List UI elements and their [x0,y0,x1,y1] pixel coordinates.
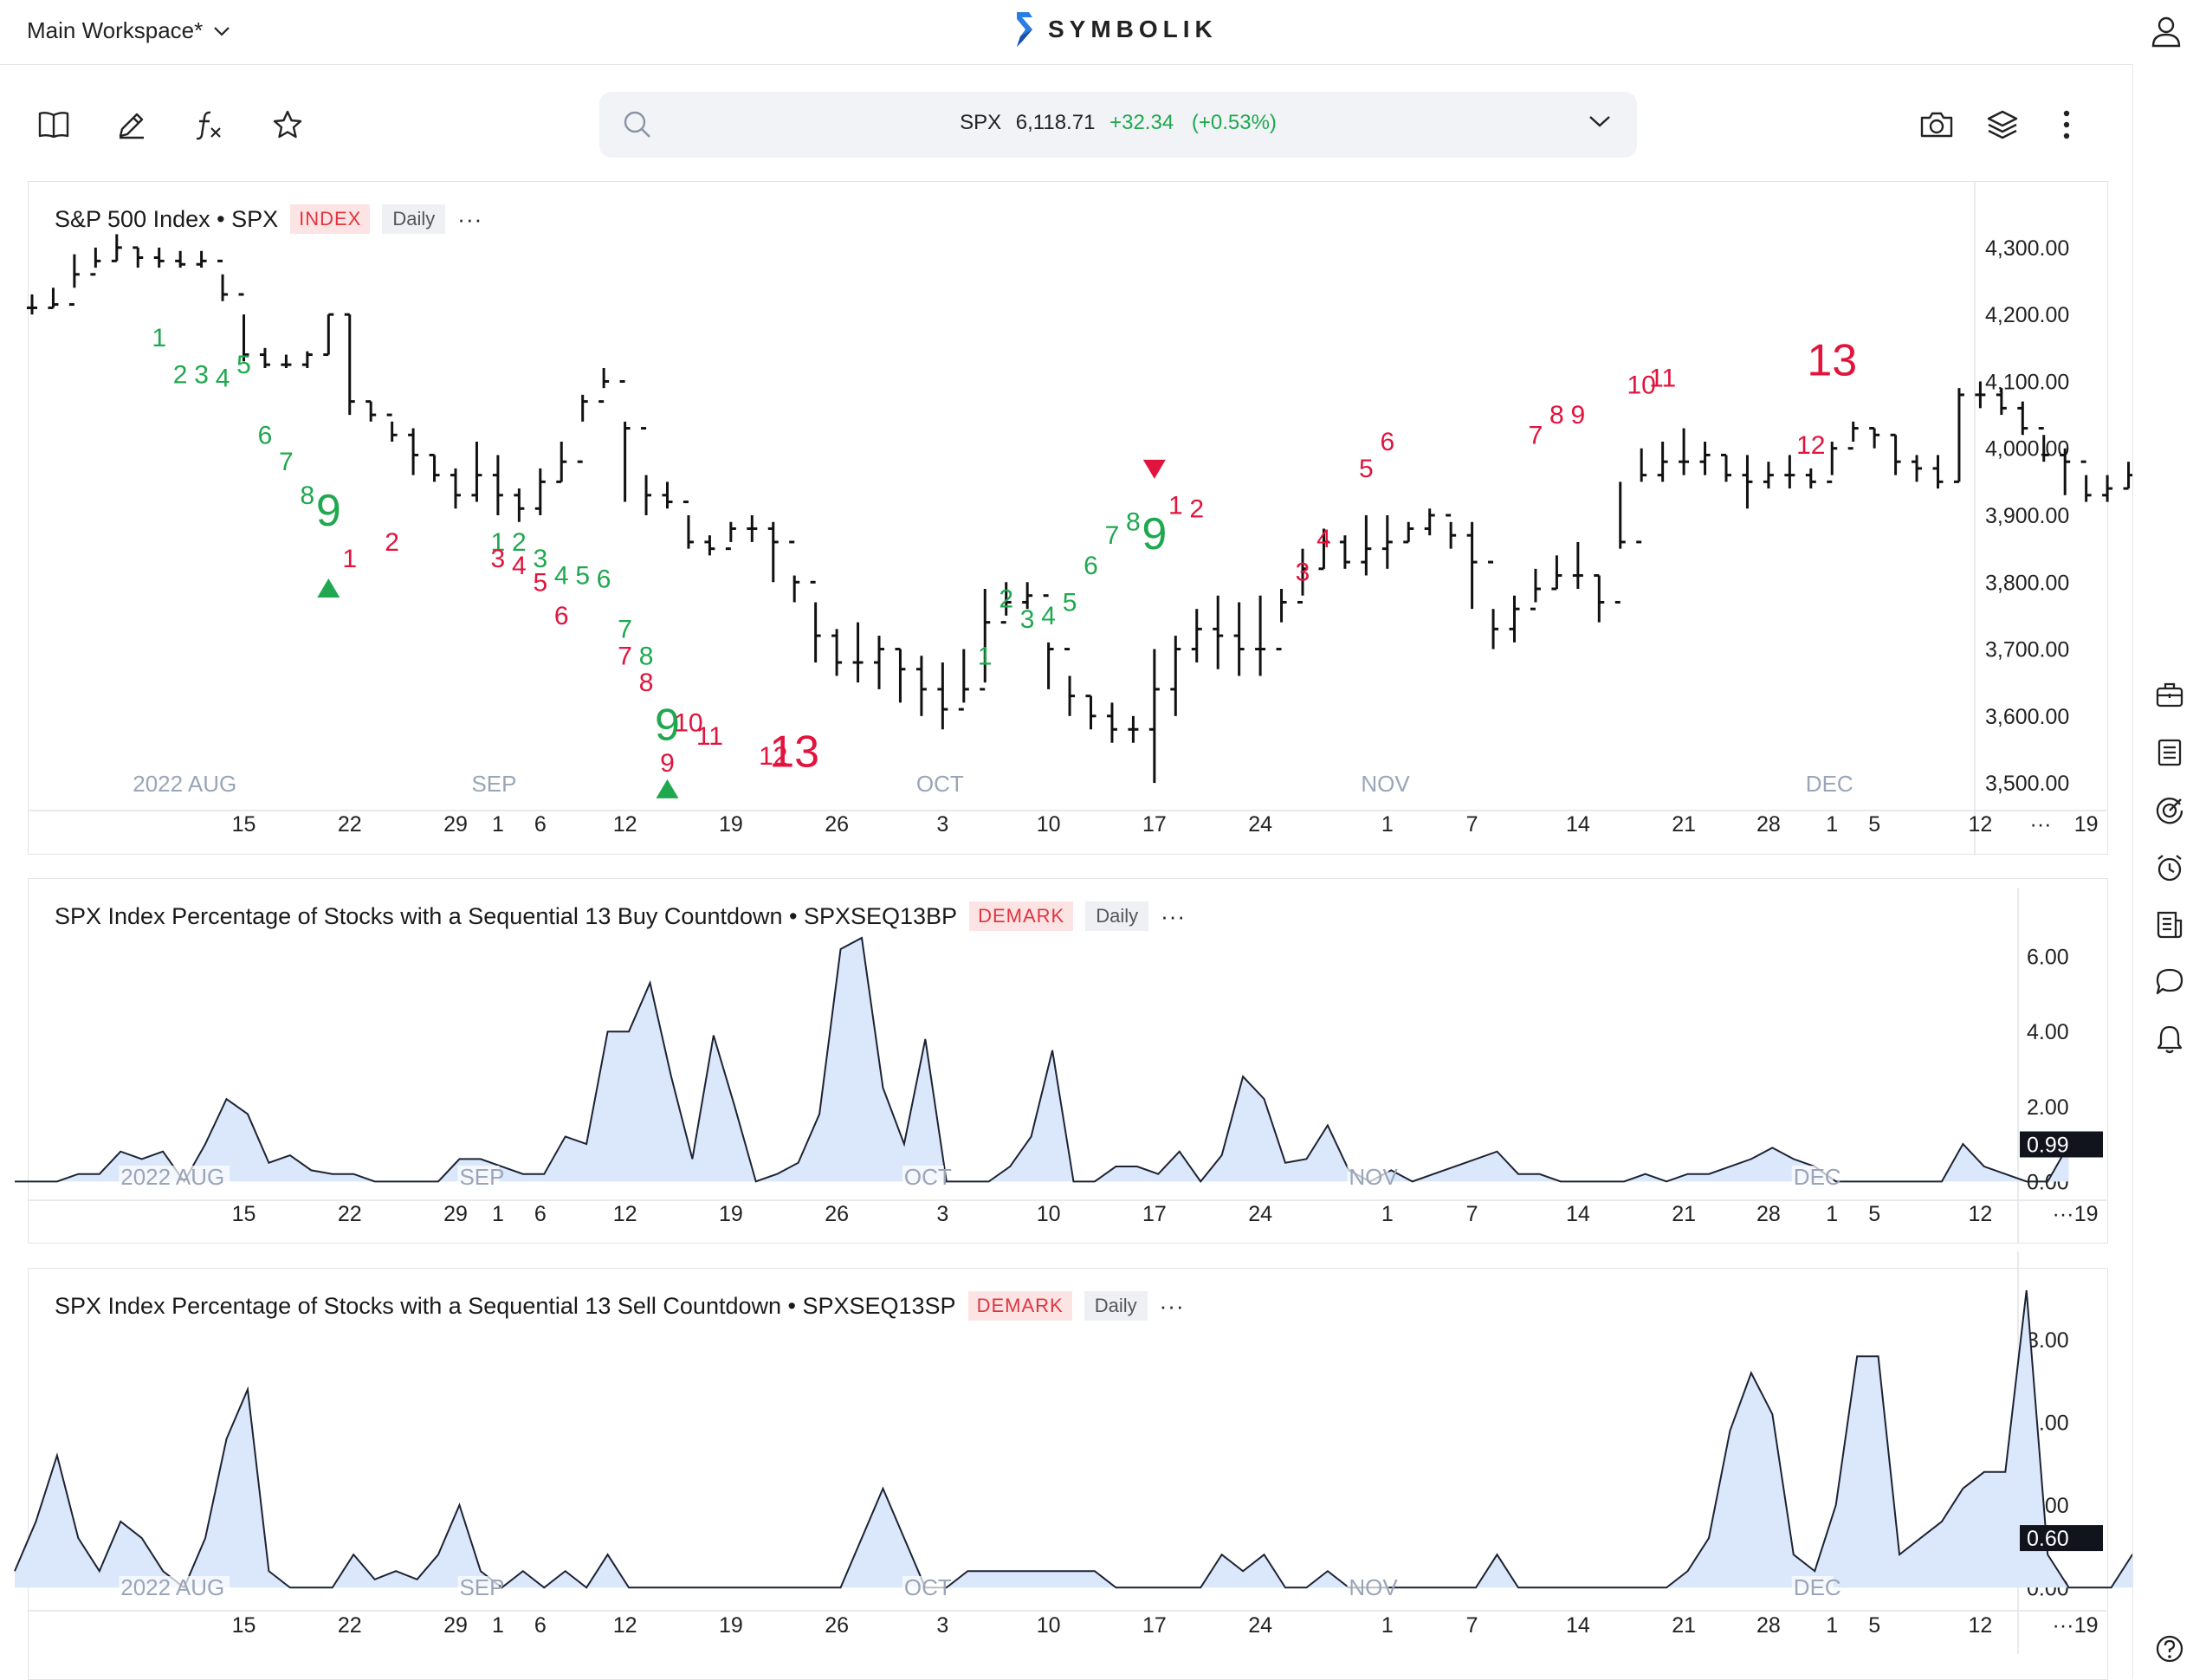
target-icon [2156,798,2183,824]
right-sidebar [2132,64,2206,1678]
user-icon [2151,16,2181,48]
workspace-selector[interactable]: Main Workspace* [27,17,230,44]
buy-countdown-header: SPX Index Percentage of Stocks with a Se… [55,901,1186,931]
watchlist-button[interactable] [2152,735,2187,770]
search-icon [622,109,653,145]
buy-countdown-panel: SPX Index Percentage of Stocks with a Se… [28,878,2108,1244]
list-icon [2157,739,2182,766]
book-button[interactable] [35,106,73,144]
briefcase-icon [2156,682,2183,708]
sell-countdown-header: SPX Index Percentage of Stocks with a Se… [55,1291,1185,1321]
alarm-icon [2157,855,2182,882]
favorite-button[interactable] [268,106,307,144]
demark-badge: DEMARK [967,1291,1072,1321]
indicators-button[interactable] [191,106,229,144]
demark-badge: DEMARK [969,901,1074,931]
index-badge: INDEX [290,204,371,234]
function-icon [196,111,221,140]
price-chart-title: S&P 500 Index • SPX [55,205,279,232]
quote-summary: SPX 6,118.71 +32.34 (+0.53%) [599,111,1637,135]
period-badge[interactable]: Daily [1084,1291,1148,1321]
snapshot-button[interactable] [1918,106,1956,144]
more-vertical-icon [2063,110,2070,139]
top-bar: Main Workspace* SYMBOLIK [0,0,2206,65]
draw-button[interactable] [113,106,151,144]
scanner-button[interactable] [2152,793,2187,828]
help-icon [2156,1635,2183,1663]
notifications-button[interactable] [2152,1022,2187,1056]
quote-last: 6,118.71 [1015,111,1096,134]
panel-options-button[interactable]: ··· [457,205,483,232]
quote-change-pct: (+0.53%) [1191,111,1277,134]
brand-logo[interactable]: SYMBOLIK [1013,10,1218,48]
symbol-search-bar[interactable]: SPX 6,118.71 +32.34 (+0.53%) [599,92,1637,158]
symbolik-logo-icon [1017,12,1032,47]
star-icon [273,110,302,139]
buy-countdown-title: SPX Index Percentage of Stocks with a Se… [55,902,958,929]
price-chart-header: S&P 500 Index • SPX INDEX Daily ··· [55,204,482,234]
sell-countdown-title: SPX Index Percentage of Stocks with a Se… [55,1292,956,1319]
brand-name: SYMBOLIK [1048,16,1218,42]
news-icon [2157,911,2183,939]
book-icon [38,112,69,139]
pencil-icon [119,113,144,139]
chat-button[interactable] [2152,965,2187,999]
portfolio-button[interactable] [2152,677,2187,712]
panel-options-button[interactable]: ··· [1161,902,1187,929]
chevron-down-icon [214,26,230,36]
price-chart-panel: S&P 500 Index • SPX INDEX Daily ··· [28,181,2108,855]
chevron-down-icon [1589,116,1610,127]
layers-icon [1987,110,2018,139]
chart-toolbar: SPX 6,118.71 +32.34 (+0.53%) [0,64,2132,177]
quote-symbol: SPX [960,111,1002,134]
camera-icon [1920,112,1953,138]
panel-options-button[interactable]: ··· [1159,1292,1185,1319]
help-button[interactable] [2152,1632,2187,1666]
period-badge[interactable]: Daily [382,204,446,234]
more-options-button[interactable] [2048,106,2086,144]
chat-icon [2156,968,2183,995]
news-button[interactable] [2152,908,2187,942]
symbol-dropdown-toggle[interactable] [1587,113,1613,134]
layers-button[interactable] [1983,106,2022,144]
bell-icon [2157,1025,2183,1054]
user-account-button[interactable] [2149,14,2183,53]
period-badge[interactable]: Daily [1085,901,1149,931]
sell-countdown-panel: SPX Index Percentage of Stocks with a Se… [28,1268,2108,1680]
quote-change: +32.34 [1109,111,1174,134]
alerts-button[interactable] [2152,850,2187,885]
workspace-label: Main Workspace* [27,17,204,43]
